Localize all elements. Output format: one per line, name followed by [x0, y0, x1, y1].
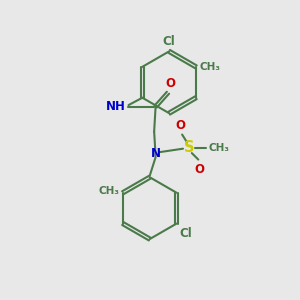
Text: Cl: Cl [163, 35, 175, 48]
Text: Cl: Cl [179, 226, 192, 240]
Text: S: S [184, 140, 195, 155]
Text: O: O [195, 163, 205, 176]
Text: N: N [151, 147, 160, 160]
Text: O: O [176, 118, 186, 132]
Text: NH: NH [106, 100, 126, 113]
Text: CH₃: CH₃ [200, 62, 220, 72]
Text: O: O [165, 77, 175, 90]
Text: CH₃: CH₃ [208, 143, 230, 153]
Text: CH₃: CH₃ [98, 186, 119, 196]
